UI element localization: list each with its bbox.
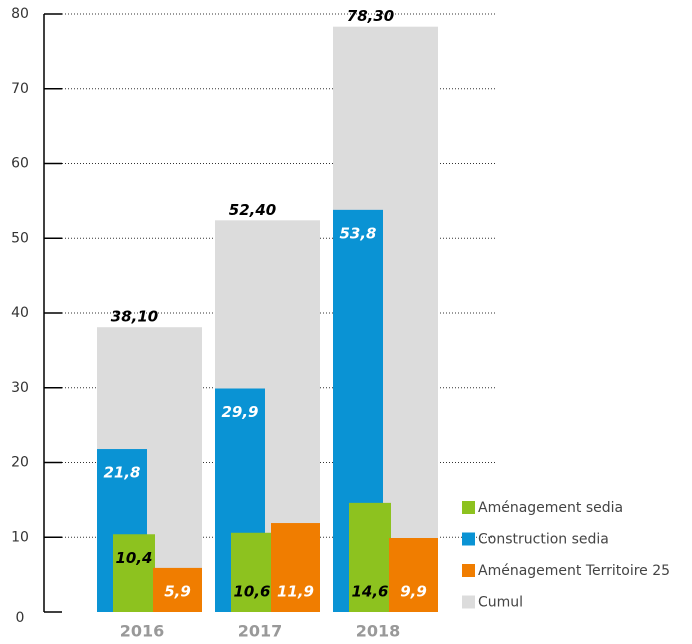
value-label: 11,9: [277, 583, 314, 601]
value-label: 29,9: [221, 403, 258, 421]
legend-swatch: [462, 501, 475, 514]
y-tick-label: 50: [11, 230, 29, 246]
value-label: 21,8: [103, 464, 140, 482]
value-label: 14,6: [351, 583, 388, 601]
legend-swatch: [462, 564, 475, 577]
y-tick-label: 80: [11, 6, 29, 22]
legend-label: Aménagement sedia: [478, 500, 623, 516]
legend-label: Construction sedia: [478, 532, 609, 548]
y-tick-label: 20: [11, 455, 29, 471]
x-tick-label: 2017: [238, 622, 283, 641]
value-label: 78,30: [347, 7, 394, 25]
legend-swatch: [462, 595, 475, 609]
y-tick-label: 0: [16, 610, 25, 626]
bar: [231, 532, 273, 612]
legend-label: Aménagement Territoire 25: [478, 563, 670, 579]
x-tick-label: 2016: [120, 622, 165, 641]
bar: [271, 523, 320, 612]
y-tick-label: 60: [11, 156, 29, 172]
value-label: 10,6: [233, 583, 270, 601]
legend-label: Cumul: [478, 595, 523, 611]
value-label: 52,40: [229, 201, 276, 219]
x-tick-label: 2018: [356, 622, 401, 641]
y-tick-label: 30: [11, 380, 29, 396]
value-label: 53,8: [339, 224, 376, 242]
bar: [153, 567, 202, 612]
legend-swatch: [462, 532, 475, 546]
bar: [113, 534, 155, 612]
bar: [389, 537, 438, 612]
value-label: 9,9: [400, 583, 427, 601]
value-label: 10,4: [115, 549, 152, 567]
bar: [349, 502, 391, 612]
y-tick-label: 70: [11, 81, 29, 97]
y-tick-label: 10: [11, 529, 29, 545]
value-label: 5,9: [164, 583, 191, 601]
y-tick-label: 40: [11, 305, 29, 321]
value-label: 38,10: [111, 308, 158, 326]
